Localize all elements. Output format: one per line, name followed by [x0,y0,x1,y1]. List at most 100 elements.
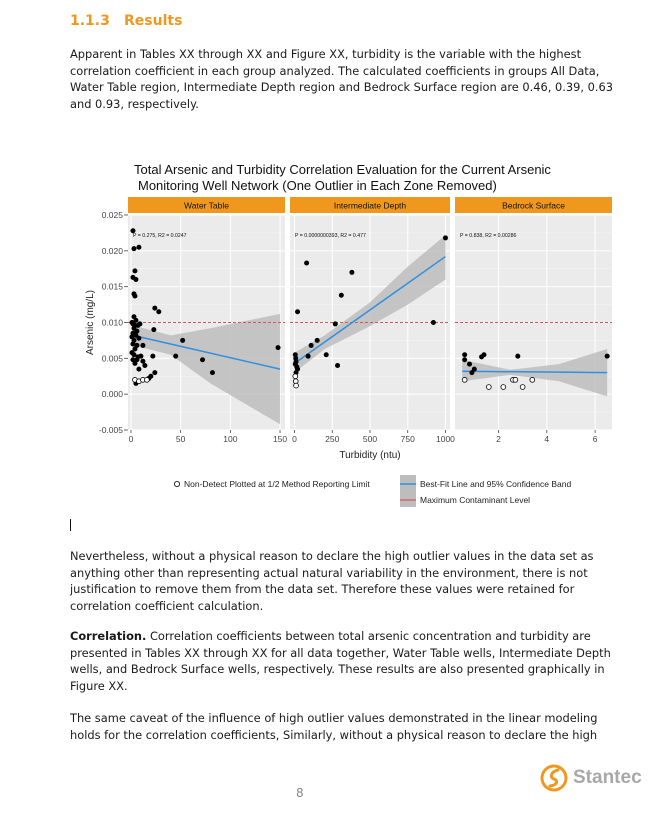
panel-strip [455,197,612,213]
data-point [142,363,148,368]
x-tick-label: 4 [544,434,549,444]
data-point [308,342,314,348]
data-point [200,357,206,363]
panel-annotation: P = 0.0000000393, R2 = 0.477 [295,233,366,239]
nondetect-point [461,377,468,383]
data-point [137,321,143,327]
data-point [136,244,142,250]
panel-bedrock-surface: Bedrock Surface P = 0.838, R2 = 0.00286 2 4… [455,197,612,444]
data-point [462,352,468,358]
nondetect-point [529,377,536,383]
y-tick-label: 0.015 [102,282,124,292]
data-point [150,353,156,359]
data-point [604,353,610,359]
x-tick-label: 2 [496,434,501,444]
nondetect-point [144,377,150,383]
data-point [515,353,521,359]
stantec-logo: Stantec [540,764,642,792]
data-point [130,228,136,234]
y-tick-label: -0.005 [99,425,123,435]
data-point [466,361,472,367]
data-point [134,328,140,334]
nondetect-point [500,384,507,390]
data-point [469,370,475,376]
text-cursor [70,519,71,531]
panel-strip [128,197,285,213]
data-point [131,352,137,358]
x-tick-label: 250 [325,434,339,444]
data-point [442,235,448,241]
data-point [180,337,186,343]
legend-fit-label: Best-Fit Line and 95% Confidence Band [420,479,571,489]
legend-mcl-label: Maximum Contaminant Level [420,495,530,505]
data-point [136,335,142,341]
paragraph-correlation: Correlation. Correlation coefficients be… [70,628,630,694]
data-point [332,321,338,327]
panel-annotation: P = 0.838, R2 = 0.00286 [460,233,517,239]
data-point [133,317,139,323]
stantec-logo-text: Stantec [573,767,642,788]
chart-title-line-2: Monitoring Well Network (One Outlier in … [138,178,497,193]
data-point [132,346,138,352]
x-axis-label: Turbidity (ntu) [339,450,400,461]
data-point [132,268,138,274]
data-point [275,345,281,351]
panel-intermediate-depth: Intermediate Depth P = 0.0000000393, R2 =… [290,197,455,444]
section-number: 1.1.3 [70,13,110,29]
panel-strip-label: Water Table [184,201,229,211]
y-tick-label: 0.010 [102,318,124,328]
section-title: Results [124,13,183,29]
data-point [132,360,138,366]
data-point [481,352,487,358]
paragraph-results: Apparent in Tables XX through XX and Fig… [70,47,613,111]
data-point [295,309,301,315]
data-point [462,357,468,363]
panel-water-table: Water Table P = 0.275, R2 = 0.0247 0 50 100 1… [128,197,287,444]
y-tick-label: 0.020 [102,246,124,256]
data-point [138,353,144,359]
data-point [338,292,344,298]
legend-nondetect-swatch [174,480,181,487]
nondetect-point [293,382,299,389]
section-heading: 1.1.3 Results [70,13,182,29]
panel-strip-label: Bedrock Surface [502,201,565,211]
legend-band-swatch [400,475,416,507]
x-tick-label: 100 [223,434,237,444]
data-point [471,366,477,372]
data-point [152,370,158,376]
y-axis-label: Arsenic (mg/L) [85,290,96,355]
data-point [335,363,341,368]
data-point [314,337,320,343]
data-point [304,260,310,266]
paragraph-caveat: The same caveat of the influence of high… [70,711,598,742]
data-point [293,355,299,361]
data-point [209,370,215,376]
y-tick-label: 0.000 [102,389,124,399]
x-tick-label: 750 [401,434,415,444]
data-point [130,341,136,347]
x-tick-label: 1000 [436,434,455,444]
data-point [131,246,137,252]
data-point [151,327,157,333]
data-point [305,353,311,359]
data-point [323,352,329,358]
stantec-logo-icon [540,764,568,792]
paragraph-outliers: Nevertheless, without a physical reason … [70,549,594,613]
data-point [430,320,436,325]
chart-legend: Non-Detect Plotted at 1/2 Method Reporti… [174,475,571,507]
data-point [133,277,139,282]
data-point [140,342,146,348]
data-point [173,353,179,359]
data-point [136,366,142,372]
data-point [349,269,355,275]
data-point [140,358,146,364]
nondetect-point [486,384,492,390]
data-point [132,293,138,299]
best-fit-line [294,255,446,364]
data-point [152,305,158,311]
y-tick-label: 0.005 [102,353,124,363]
page-number: 8 [296,786,304,800]
panel-strip-label: Intermediate Depth [334,201,407,211]
confidence-band [294,235,446,373]
x-tick-label: 150 [273,434,287,444]
